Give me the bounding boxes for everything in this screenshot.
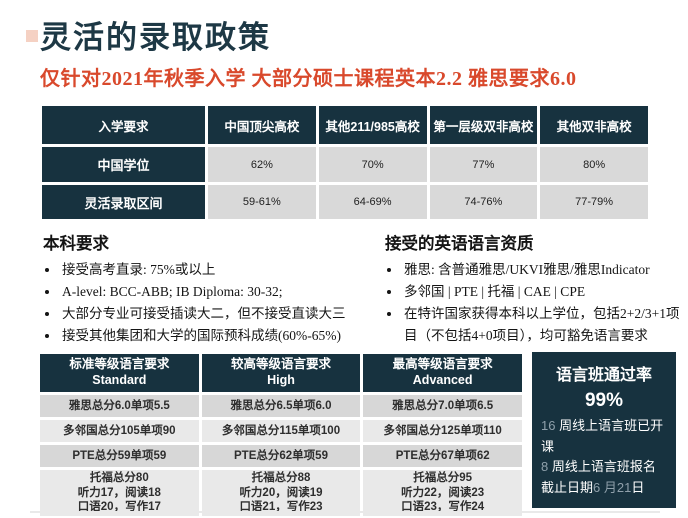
- language-header-high: 较高等级语言要求 High: [201, 354, 361, 392]
- english-bullet: 在特许国家获得本科以上学位，包括2+2/3+1项目（不包括4+0项目），均可豁免…: [402, 303, 682, 347]
- duolingo-cell: 多邻国总分125单项110: [363, 420, 522, 442]
- admission-cell: 64-69%: [318, 185, 427, 219]
- admission-header-requirement: 入学要求: [42, 106, 205, 144]
- pass-rate-line-8week: 8 周线上语言班报名截止日期6 月21日: [541, 459, 656, 495]
- admission-header-other: 其他双非高校: [540, 106, 648, 144]
- undergrad-bullet: A-level: BCC-ABB; IB Diploma: 30-32;: [60, 281, 375, 303]
- undergrad-bullet: 接受其他集团和大学的国际预科成绩(60%-65%): [60, 325, 375, 347]
- english-section: 接受的英语语言资质 雅思: 含普通雅思/UKVI雅思/雅思Indicator 多…: [372, 230, 682, 346]
- bottom-divider: [30, 511, 660, 513]
- english-bullet: 多邻国 | PTE | 托福 | CAE | CPE: [402, 281, 682, 303]
- language-header-advanced: 最高等级语言要求 Advanced: [363, 354, 522, 392]
- pass-rate-line-16week: 16 周线上语言班已开课: [541, 418, 664, 454]
- admission-cell: 77-79%: [540, 185, 648, 219]
- admission-row-label-flex-range: 灵活录取区间: [42, 185, 205, 219]
- undergrad-heading: 本科要求: [43, 234, 109, 253]
- ielts-cell: 雅思总分6.5单项6.0: [201, 395, 361, 417]
- undergrad-bullet: 接受高考直录: 75%或以上: [60, 259, 375, 281]
- admission-cell: 74-76%: [429, 185, 538, 219]
- undergrad-bullet-list: 接受高考直录: 75%或以上 A-level: BCC-ABB; IB Dipl…: [30, 259, 375, 346]
- admission-cell: 80%: [540, 147, 648, 182]
- admission-cell: 70%: [318, 147, 427, 182]
- title-accent-mark: [26, 30, 38, 42]
- toefl-cell: 托福总分80 听力17，阅读18 口语20，写作17: [40, 470, 199, 516]
- undergrad-bullet: 大部分专业可接受插读大二，但不接受直读大三: [60, 303, 375, 325]
- page-title: 灵活的录取政策: [40, 20, 271, 55]
- pass-rate-title: 语言班通过率: [555, 367, 652, 384]
- pte-cell: PTE总分62单项59: [201, 445, 361, 467]
- language-header-standard: 标准等级语言要求 Standard: [40, 354, 199, 392]
- pte-cell: PTE总分59单项59: [40, 445, 199, 467]
- duolingo-cell: 多邻国总分115单项100: [201, 420, 361, 442]
- ielts-cell: 雅思总分6.0单项5.5: [40, 395, 199, 417]
- admission-table: 入学要求 中国顶尖高校 其他211/985高校 第一层级双非高校 其他双非高校 …: [42, 106, 648, 219]
- language-table: 标准等级语言要求 Standard 较高等级语言要求 High 最高等级语言要求…: [40, 354, 522, 516]
- ielts-cell: 雅思总分7.0单项6.5: [363, 395, 522, 417]
- admission-row-label-degree: 中国学位: [42, 147, 205, 182]
- duolingo-cell: 多邻国总分105单项90: [40, 420, 199, 442]
- pass-rate-box: 语言班通过率 99% 16 周线上语言班已开课 8 周线上语言班报名截止日期6 …: [532, 352, 676, 508]
- toefl-cell: 托福总分88 听力20，阅读19 口语21，写作23: [201, 470, 361, 516]
- undergrad-section: 本科要求 接受高考直录: 75%或以上 A-level: BCC-ABB; IB…: [30, 230, 375, 346]
- admission-cell: 62%: [208, 147, 316, 182]
- english-heading: 接受的英语语言资质: [385, 234, 534, 253]
- admission-cell: 77%: [429, 147, 538, 182]
- admission-header-211-985: 其他211/985高校: [318, 106, 427, 144]
- admission-header-top-univ: 中国顶尖高校: [208, 106, 316, 144]
- english-bullet: 雅思: 含普通雅思/UKVI雅思/雅思Indicator: [402, 259, 682, 281]
- admission-cell: 59-61%: [208, 185, 316, 219]
- toefl-cell: 托福总分95 听力22，阅读23 口语23，写作24: [363, 470, 522, 516]
- english-bullet-list: 雅思: 含普通雅思/UKVI雅思/雅思Indicator 多邻国 | PTE |…: [372, 259, 682, 346]
- page-subtitle: 仅针对2021年秋季入学 大部分硕士课程英本2.2 雅思要求6.0: [40, 68, 577, 90]
- admission-header-tier1: 第一层级双非高校: [429, 106, 538, 144]
- pte-cell: PTE总分67单项62: [363, 445, 522, 467]
- pass-rate-value: 99%: [584, 390, 624, 411]
